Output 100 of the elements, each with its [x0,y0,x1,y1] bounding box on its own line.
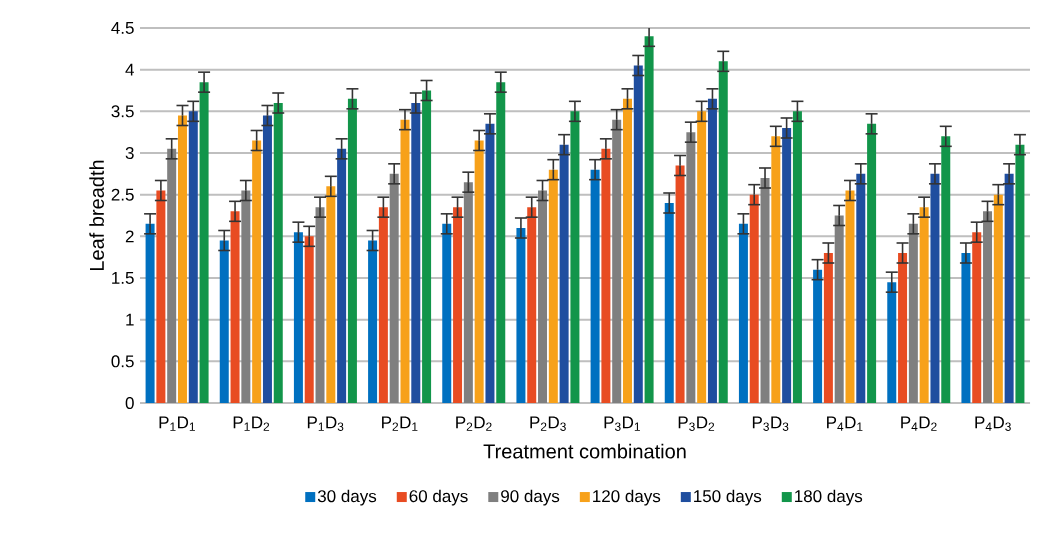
bar [463,182,473,403]
bar [252,140,262,403]
y-tick-label: 3.5 [111,105,134,118]
y-tick-label: 2 [125,230,134,243]
bar [570,111,580,403]
bar [293,232,303,403]
bar [188,111,198,403]
legend-label: 90 days [501,489,560,506]
bar [485,123,495,403]
bar [442,223,452,403]
bar [590,169,600,403]
x-tick-label: P$_{2}$D$_{1}$ [382,416,418,431]
bar [930,173,940,403]
y-tick-label: 0.5 [111,355,134,368]
bar [538,190,548,403]
bar [422,90,432,403]
bar [908,223,918,403]
y-tick-label: 4 [125,63,134,76]
bar [771,136,781,403]
bar [792,111,802,403]
bar [718,61,728,403]
x-tick-label: P$_{1}$D$_{1}$ [159,416,195,431]
bar [496,82,506,403]
x-tick-label: P$_{3}$D$_{2}$ [678,416,715,431]
bar [241,190,251,403]
bar [664,203,674,403]
bar [738,223,748,403]
bar [856,173,866,403]
bar [474,140,484,403]
bar [156,190,166,403]
bar [644,36,654,403]
bar [919,207,929,403]
bar [347,98,357,403]
x-tick-label: P$_{3}$D$_{3}$ [752,416,789,431]
bar [273,103,283,403]
bar [823,253,833,403]
bar [686,132,696,403]
bar [707,98,717,403]
bar [972,232,982,403]
y-tick-label: 1 [126,313,134,326]
bar [262,115,272,403]
y-tick-label: 3 [125,146,134,160]
bar [389,173,399,403]
x-tick-label: P$_{4}$D$_{2}$ [901,416,937,431]
bar [675,165,685,403]
legend-label: 60 days [409,489,468,506]
bar [400,119,410,403]
bar [760,178,770,403]
x-tick-label: P$_{3}$D$_{1}$ [604,416,640,431]
bar [177,115,187,403]
bar [993,194,1003,403]
bar [813,269,823,403]
x-tick-label: P$_{1}$D$_{3}$ [307,416,344,431]
bar [167,148,177,403]
bar [834,215,844,403]
bar [622,98,632,403]
bar [199,82,209,403]
bar [230,211,240,403]
bar [411,103,421,403]
bar [697,111,707,403]
x-tick-label: P$_{4}$D$_{3}$ [975,416,1011,431]
bar [601,148,611,403]
legend-label: 150 days [694,489,762,506]
bar [219,240,229,403]
x-tick-label: P$_{1}$D$_{2}$ [233,416,270,431]
bar [887,282,897,403]
bar [845,190,855,403]
y-tick-label: 2.5 [111,188,134,201]
x-tick-label: P$_{2}$D$_{2}$ [456,416,492,431]
y-axis-title: Leaf breadth [89,160,104,271]
bar [548,169,558,403]
bar [983,211,993,403]
bar [867,123,877,403]
bar [898,253,908,403]
bar [453,207,463,403]
y-tick-label: 4.5 [111,22,134,34]
bar [315,207,325,403]
legend-label: 120 days [593,489,661,506]
bar [1015,144,1025,403]
bar [378,207,388,403]
legend-label: 180 days [795,489,863,506]
bar [782,128,792,403]
bar [633,65,643,403]
bar [749,194,759,403]
bar [304,236,314,403]
bar [612,119,622,403]
bar [145,223,155,403]
bar [326,186,336,403]
y-tick-label: 1.5 [112,272,134,284]
bar [941,136,951,403]
x-tick-label: P$_{4}$D$_{1}$ [827,416,863,431]
x-axis-title: Treatment combination [483,443,686,459]
bar [337,148,347,403]
bar [368,240,378,403]
bar [559,144,569,403]
bar [516,228,526,403]
bar [527,207,537,403]
legend-label: 30 days [317,489,377,506]
x-tick-label: P$_{2}$D$_{3}$ [530,416,566,431]
bar [961,253,971,403]
